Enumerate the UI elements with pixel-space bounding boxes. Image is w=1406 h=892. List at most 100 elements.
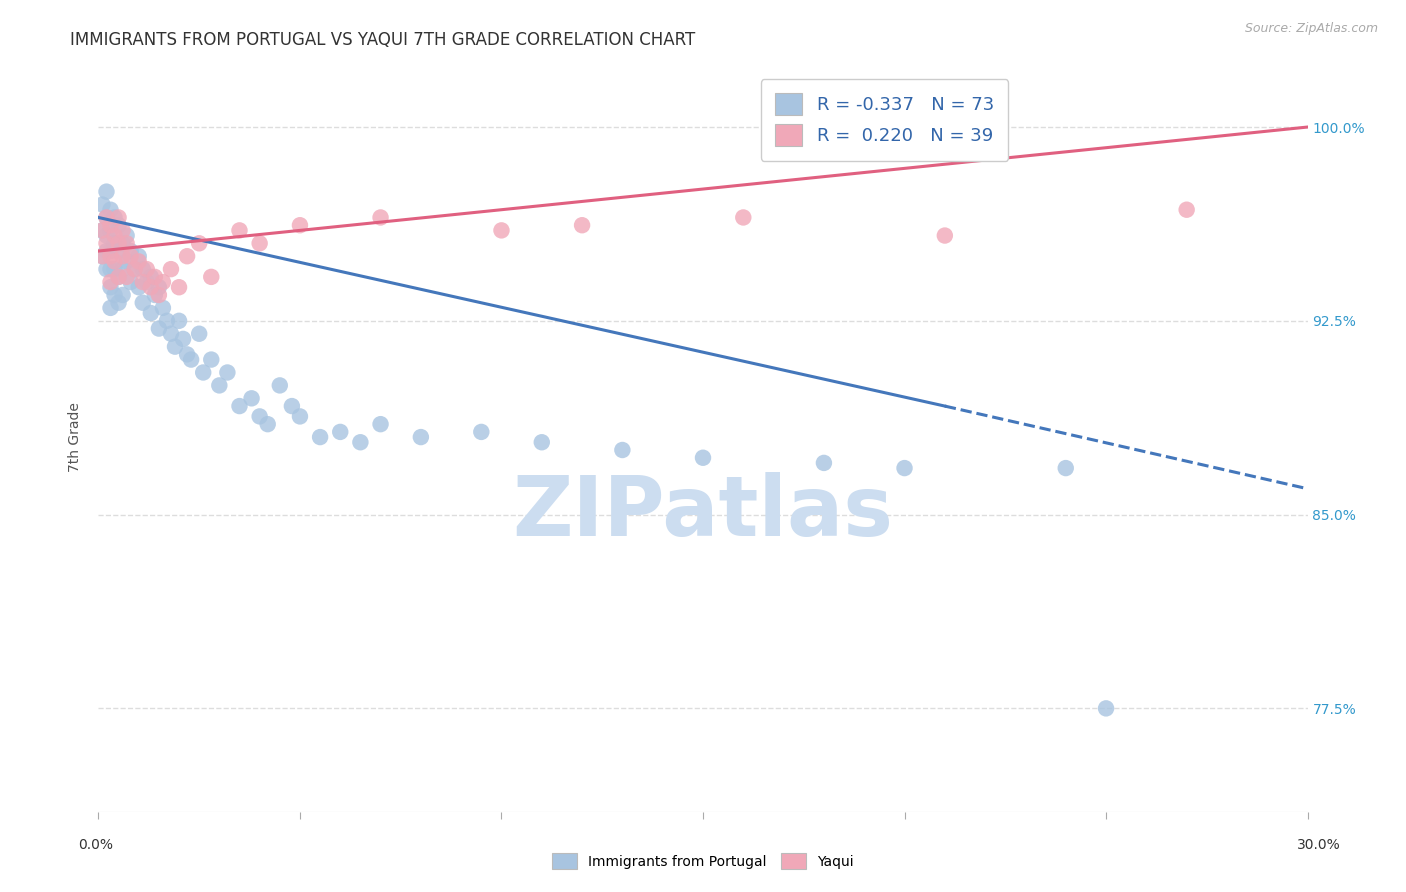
Point	[934, 228, 956, 243]
Point	[228, 399, 250, 413]
Point	[103, 228, 125, 243]
Text: IMMIGRANTS FROM PORTUGAL VS YAQUI 7TH GRADE CORRELATION CHART: IMMIGRANTS FROM PORTUGAL VS YAQUI 7TH GR…	[70, 31, 696, 49]
Point	[269, 378, 291, 392]
Point	[107, 295, 129, 310]
Point	[152, 301, 174, 315]
Point	[256, 417, 278, 432]
Point	[530, 435, 553, 450]
Point	[160, 326, 183, 341]
Point	[132, 262, 155, 277]
Point	[91, 249, 114, 263]
Point	[96, 185, 118, 199]
Point	[103, 211, 125, 225]
Point	[100, 249, 122, 263]
Point	[813, 456, 835, 470]
Point	[143, 269, 166, 284]
Point	[409, 430, 432, 444]
Point	[107, 236, 129, 251]
Point	[281, 399, 304, 413]
Point	[288, 409, 311, 424]
Y-axis label: 7th Grade: 7th Grade	[69, 402, 83, 472]
Point	[176, 249, 198, 263]
Point	[470, 425, 492, 439]
Text: 0.0%: 0.0%	[79, 838, 112, 852]
Point	[100, 301, 122, 315]
Point	[240, 392, 263, 406]
Point	[309, 430, 332, 444]
Point	[107, 244, 129, 258]
Point	[103, 262, 125, 277]
Point	[115, 236, 138, 251]
Point	[100, 218, 122, 232]
Point	[148, 280, 170, 294]
Point	[217, 366, 239, 380]
Point	[370, 211, 392, 225]
Point	[200, 352, 222, 367]
Point	[124, 262, 146, 277]
Point	[100, 223, 122, 237]
Point	[128, 280, 150, 294]
Point	[107, 211, 129, 225]
Point	[91, 223, 114, 237]
Point	[115, 254, 138, 268]
Point	[167, 280, 190, 294]
Legend: Immigrants from Portugal, Yaqui: Immigrants from Portugal, Yaqui	[546, 847, 860, 876]
Point	[96, 236, 118, 251]
Point	[148, 288, 170, 302]
Point	[148, 321, 170, 335]
Point	[349, 435, 371, 450]
Point	[111, 236, 134, 251]
Point	[208, 378, 231, 392]
Point	[96, 262, 118, 277]
Point	[370, 417, 392, 432]
Point	[692, 450, 714, 465]
Point	[329, 425, 352, 439]
Point	[120, 249, 142, 263]
Point	[111, 262, 134, 277]
Point	[176, 347, 198, 361]
Text: 30.0%: 30.0%	[1296, 838, 1341, 852]
Point	[1175, 202, 1198, 217]
Point	[100, 262, 122, 277]
Point	[135, 262, 157, 277]
Point	[152, 275, 174, 289]
Point	[160, 262, 183, 277]
Point	[96, 211, 118, 225]
Point	[249, 409, 271, 424]
Text: ZIPatlas: ZIPatlas	[513, 472, 893, 552]
Point	[733, 211, 755, 225]
Point	[111, 288, 134, 302]
Point	[96, 211, 118, 225]
Point	[612, 442, 634, 457]
Point	[188, 326, 211, 341]
Point	[139, 306, 162, 320]
Point	[100, 275, 122, 289]
Point	[200, 269, 222, 284]
Point	[249, 236, 271, 251]
Point	[135, 275, 157, 289]
Point	[188, 236, 211, 251]
Point	[571, 218, 593, 232]
Point	[193, 366, 215, 380]
Point	[103, 236, 125, 251]
Point	[100, 202, 122, 217]
Point	[143, 288, 166, 302]
Point	[893, 461, 915, 475]
Point	[139, 280, 162, 294]
Point	[111, 249, 134, 263]
Point	[1054, 461, 1077, 475]
Point	[111, 223, 134, 237]
Point	[96, 244, 118, 258]
Point	[120, 244, 142, 258]
Point	[91, 197, 114, 211]
Point	[91, 223, 114, 237]
Point	[103, 288, 125, 302]
Point	[100, 244, 122, 258]
Point	[163, 340, 186, 354]
Point	[107, 218, 129, 232]
Point	[96, 228, 118, 243]
Point	[132, 275, 155, 289]
Point	[491, 223, 513, 237]
Point	[167, 314, 190, 328]
Point	[100, 280, 122, 294]
